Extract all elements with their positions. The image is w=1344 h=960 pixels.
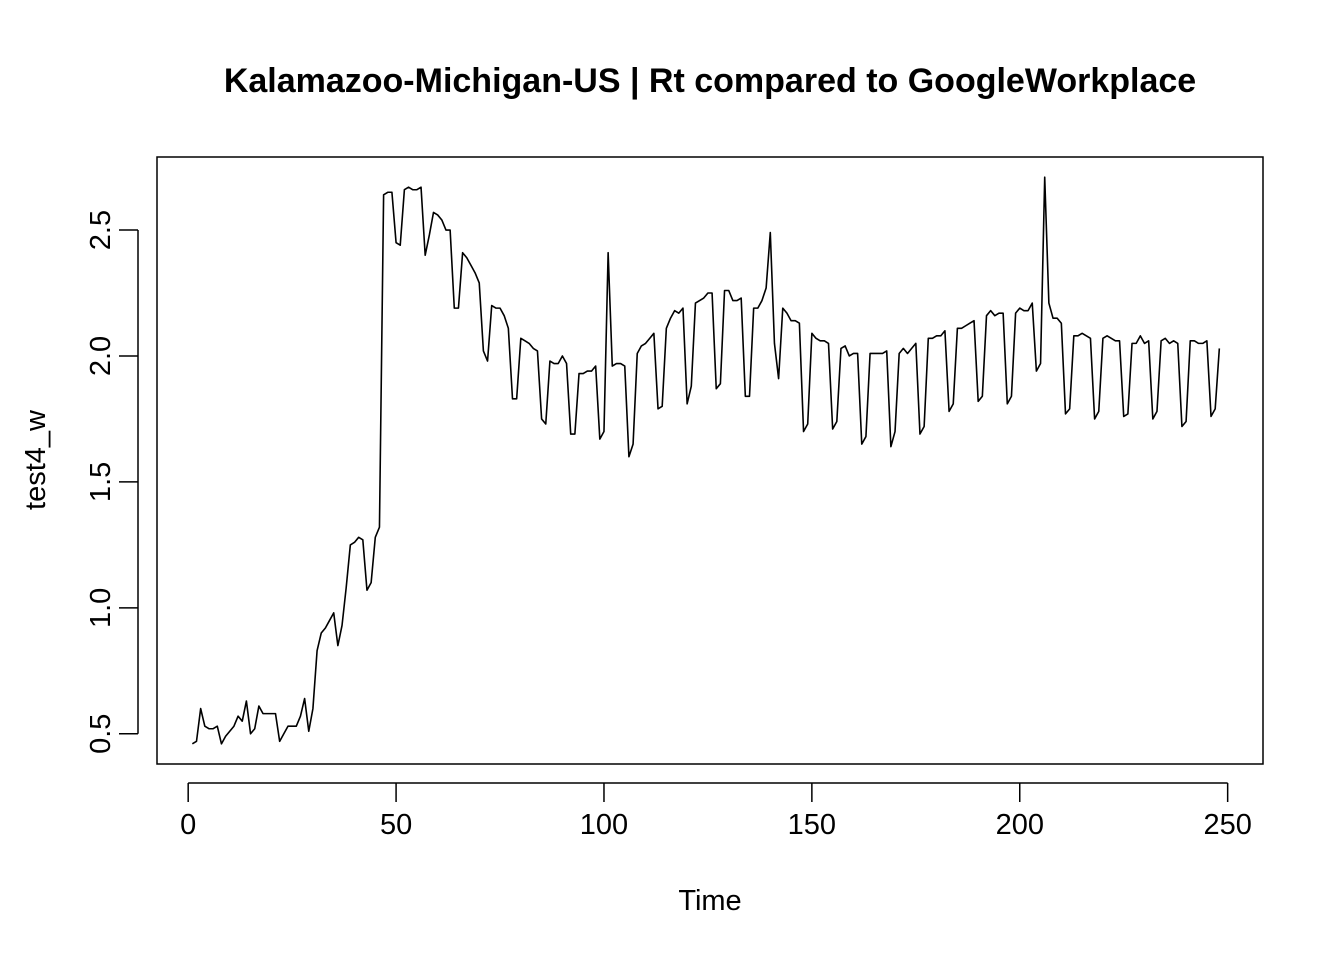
x-axis: 0 50 100 150 200 250 (180, 782, 1252, 841)
x-tick-label: 150 (788, 809, 836, 841)
y-tick-label: 2.5 (85, 210, 117, 250)
plot-frame (156, 156, 1264, 765)
y-tick-label: 0.5 (85, 714, 117, 754)
y-tick-label: 1.0 (85, 588, 117, 628)
x-tick-label: 250 (1203, 809, 1251, 841)
x-tick-label: 50 (380, 809, 412, 841)
x-tick-label: 200 (996, 809, 1044, 841)
y-axis: 0.5 1.0 1.5 2.0 2.5 (85, 210, 139, 754)
x-tick-label: 100 (580, 809, 628, 841)
y-axis-label: test4_w (20, 409, 52, 510)
y-tick-label: 2.0 (85, 336, 117, 376)
x-axis-label: Time (678, 885, 741, 917)
y-tick-label: 1.5 (85, 462, 117, 502)
series-line (191, 176, 1221, 745)
chart-title: Kalamazoo-Michigan-US | Rt compared to G… (224, 62, 1196, 100)
x-tick-label: 0 (180, 809, 196, 841)
